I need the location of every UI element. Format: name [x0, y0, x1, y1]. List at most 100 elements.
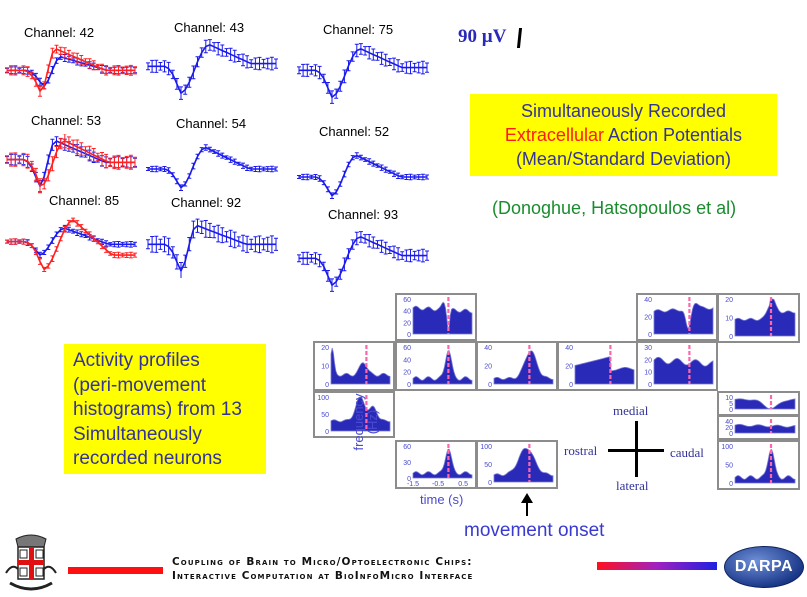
y-tick-label: 0 [729, 407, 733, 414]
info-line-3: (Mean/Standard Deviation) [515, 149, 732, 169]
histogram-bars [734, 423, 796, 434]
blue-waveform-series [146, 144, 278, 191]
waveform-plot [297, 231, 429, 292]
arrow-shaft [526, 502, 528, 516]
y-tick-label: 100 [317, 395, 329, 402]
histogram-panel: 100 50 0 [717, 440, 800, 490]
histogram-bars [330, 347, 391, 385]
red-waveform-series [5, 217, 137, 272]
scale-bar [516, 28, 523, 48]
blue-waveform-series [146, 218, 278, 278]
channel-title: Channel: 85 [49, 193, 120, 208]
darpa-logo: DARPA [724, 546, 804, 588]
channel-title: Channel: 42 [24, 25, 95, 40]
y-tick-label: 100 [721, 444, 733, 451]
blue-waveform-series [5, 136, 137, 193]
histogram-panel: 20 10 0 [717, 293, 800, 343]
histogram-bars [330, 396, 391, 432]
histogram-bars [653, 356, 714, 385]
histogram-bars [412, 448, 473, 479]
footer-title: Coupling of Brain to Micro/Optoelectroni… [172, 555, 473, 583]
y-tick-label: 20 [565, 364, 573, 371]
histogram-panel: 60 40 20 0 [395, 341, 477, 391]
y-tick-label: 60 [403, 444, 411, 451]
waveform-plot [146, 218, 278, 278]
y-tick-label: 60 [403, 297, 411, 304]
waveform-plot [297, 152, 429, 199]
histogram-panel: 60 40 20 0 [395, 293, 477, 341]
histogram-bars [412, 301, 473, 335]
y-tick-label: 10 [725, 316, 733, 323]
y-tick-label: 20 [403, 370, 411, 377]
channel-title: Channel: 53 [31, 113, 102, 128]
histogram-panel: 100 50 0 [476, 440, 558, 489]
y-tick-label: 20 [403, 320, 411, 327]
y-tick-label: 60 [403, 345, 411, 352]
activity-line: Activity profiles [73, 350, 200, 371]
y-tick-label: 20 [725, 297, 733, 304]
y-tick-label: 40 [725, 419, 733, 426]
blue-waveform-series [146, 39, 278, 100]
x-tick-label: -0.5 [432, 481, 444, 487]
info-line-2-rest: Action Potentials [603, 125, 743, 145]
compass-caudal: caudal [670, 445, 704, 460]
histogram-panel: 30 20 10 0 [636, 341, 718, 391]
y-tick-label: 40 [403, 357, 411, 364]
y-axis-label-1: frequency [351, 393, 366, 451]
info-line-2: Extracellular Action Potentials [470, 123, 777, 147]
y-tick-label: 20 [644, 357, 652, 364]
activity-box: Activity profiles (peri-movement histogr… [64, 344, 266, 474]
y-tick-label: 20 [725, 425, 733, 432]
waveform-plot [5, 217, 137, 272]
waveform-plot [146, 39, 278, 100]
histogram-panel: 40 20 0 [557, 341, 639, 391]
x-tick-label: -1.5 [407, 481, 419, 487]
info-line-1: Simultaneously Recorded [520, 101, 727, 121]
mean-line [148, 44, 276, 95]
histogram-panel: 20 10 0 [313, 341, 395, 391]
blue-waveform-series [297, 231, 429, 292]
waveform-plot [5, 44, 137, 97]
gradient-divider-bar [597, 562, 717, 570]
waveform-plot [146, 144, 278, 191]
histogram-panel: 60 30 0 -1.5 -0.5 0.5 [395, 440, 477, 489]
scale-label: 90 µV [458, 26, 507, 47]
activity-line: histograms) from 13 [73, 399, 242, 420]
y-tick-label: 20 [321, 345, 329, 352]
y-tick-label: 0 [648, 332, 652, 339]
y-tick-label: 20 [484, 364, 492, 371]
y-tick-label: 0 [729, 481, 733, 488]
activity-line: Simultaneously [73, 423, 202, 445]
histogram-panel: 100 50 0 [313, 391, 395, 438]
y-tick-label: 10 [321, 364, 329, 371]
y-tick-label: 10 [644, 370, 652, 377]
red-waveform-series [5, 134, 137, 194]
y-tick-label: 40 [565, 345, 573, 352]
compass-medial: medial [613, 403, 649, 418]
y-tick-label: 100 [480, 444, 492, 451]
compass-vertical-line [635, 421, 638, 477]
activity-line: recorded neurons [73, 448, 222, 469]
y-tick-label: 30 [644, 345, 652, 352]
channel-title: Channel: 93 [328, 207, 399, 222]
arrow-up-icon [521, 493, 533, 503]
red-waveform-series [5, 44, 137, 97]
histogram-bars [734, 449, 796, 484]
y-tick-label: 0 [407, 382, 411, 389]
waveform-plot [297, 43, 429, 104]
y-tick-label: 0 [729, 334, 733, 341]
y-tick-label: 0 [325, 429, 329, 436]
compass-rostral: rostral [564, 443, 598, 458]
histogram-panel: 10 5 0 [717, 391, 800, 416]
mean-line [7, 139, 135, 187]
y-tick-label: 40 [484, 345, 492, 352]
footer-line-2: Interactive Computation at BioInfoMicro … [172, 570, 474, 582]
waveform-plot [5, 134, 137, 194]
blue-waveform-series [297, 43, 429, 104]
mean-line [148, 224, 276, 273]
histogram-bars [574, 356, 635, 385]
university-crest-logo [5, 534, 57, 591]
credit: (Donoghue, Hatsopoulos et al) [492, 198, 737, 218]
histogram-bars [734, 298, 796, 337]
channel-title: Channel: 75 [323, 22, 394, 37]
